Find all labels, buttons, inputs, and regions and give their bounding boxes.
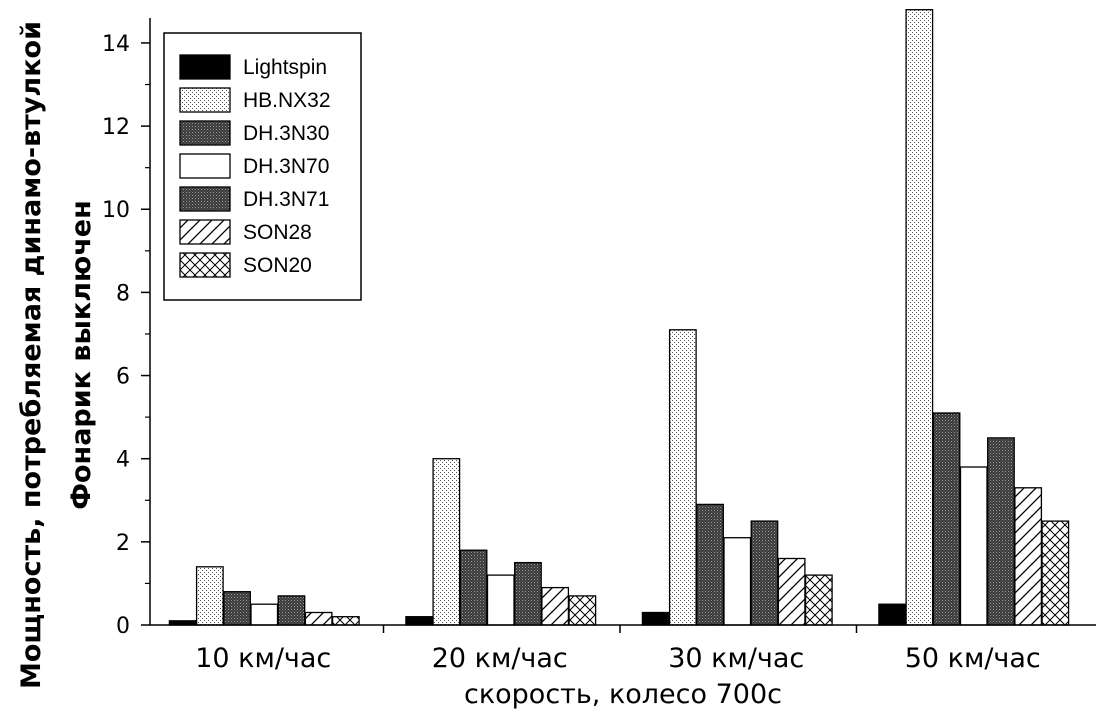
y-tick-label: 0 xyxy=(116,614,130,639)
legend-swatch xyxy=(179,219,231,245)
legend-label: DH.3N30 xyxy=(243,122,329,145)
legend-label: DH.3N71 xyxy=(243,188,329,211)
y-tick-label: 14 xyxy=(102,32,130,57)
y-axis-title-line1: Мощность, потребляемая динамо-втулкой xyxy=(16,21,47,689)
x-category-label: 20 км/час xyxy=(432,643,568,674)
bar-hb-nx32-3 xyxy=(668,329,697,626)
bar-dh-3n70-1 xyxy=(250,603,279,626)
bar-lightspin-3 xyxy=(641,611,670,626)
x-category-label: 50 км/час xyxy=(905,643,1041,674)
x-axis-title: скорость, колесо 700с xyxy=(464,679,782,710)
legend-swatch xyxy=(179,252,231,278)
legend-label: SON28 xyxy=(243,221,312,244)
y-tick-label: 6 xyxy=(116,365,130,390)
y-tick-label: 12 xyxy=(102,115,130,140)
bar-dh-3n30-4 xyxy=(932,412,961,626)
bars-group xyxy=(168,9,1070,626)
legend-label: Lightspin xyxy=(243,56,327,79)
x-category-label: 30 км/час xyxy=(668,643,804,674)
y-tick-label: 10 xyxy=(102,198,130,223)
bar-dh-3n30-2 xyxy=(459,549,488,626)
bar-dh-3n71-4 xyxy=(987,437,1015,626)
legend-swatch xyxy=(179,54,231,80)
bar-son20-1 xyxy=(331,616,360,626)
bar-son20-2 xyxy=(568,595,597,626)
x-category-label: 10 км/час xyxy=(195,643,331,674)
bar-son20-4 xyxy=(1041,520,1070,626)
bar-son28-2 xyxy=(541,586,570,626)
bar-hb-nx32-2 xyxy=(432,458,461,626)
bar-dh-3n70-2 xyxy=(486,574,515,626)
bar-lightspin-2 xyxy=(405,616,434,626)
x-axis-ticks: 10 км/час 20 км/час 30 км/час 50 км/час xyxy=(195,625,1041,674)
bar-dh-3n70-4 xyxy=(959,466,988,626)
legend-label: DH.3N70 xyxy=(243,155,329,178)
y-axis-title-line2: Фонарик выключен xyxy=(66,200,97,510)
legend-label: SON20 xyxy=(243,254,312,277)
legend: Lightspin HB.NX32 DH.3N30 DH.3N70 DH.3N71 SON… xyxy=(163,32,362,301)
bar-dh-3n30-1 xyxy=(223,591,251,626)
legend-swatch xyxy=(179,186,231,212)
legend-swatch xyxy=(179,120,231,146)
y-axis-title: Мощность, потребляемая динамо-втулкой Фо… xyxy=(16,21,97,689)
bar-lightspin-4 xyxy=(878,603,907,626)
legend-label: HB.NX32 xyxy=(243,89,331,112)
bar-son28-1 xyxy=(304,611,333,626)
y-tick-label: 4 xyxy=(116,448,130,473)
y-tick-label: 8 xyxy=(116,281,130,306)
bar-dh-3n71-3 xyxy=(750,520,779,626)
bar-hb-nx32-1 xyxy=(195,566,224,626)
bar-son28-4 xyxy=(1014,487,1043,626)
y-axis-ticks: 0 2 4 6 8 10 12 14 xyxy=(102,32,150,639)
legend-swatch xyxy=(179,87,231,113)
bar-dh-3n71-2 xyxy=(514,561,542,626)
bar-son28-3 xyxy=(777,557,806,626)
legend-swatch xyxy=(179,153,231,179)
bar-dh-3n71-1 xyxy=(277,595,306,626)
bar-hb-nx32-4 xyxy=(905,9,934,626)
bar-dh-3n70-3 xyxy=(723,537,752,626)
bar-dh-3n30-3 xyxy=(696,503,724,626)
bar-son20-3 xyxy=(804,574,833,626)
y-tick-label: 2 xyxy=(116,531,130,556)
